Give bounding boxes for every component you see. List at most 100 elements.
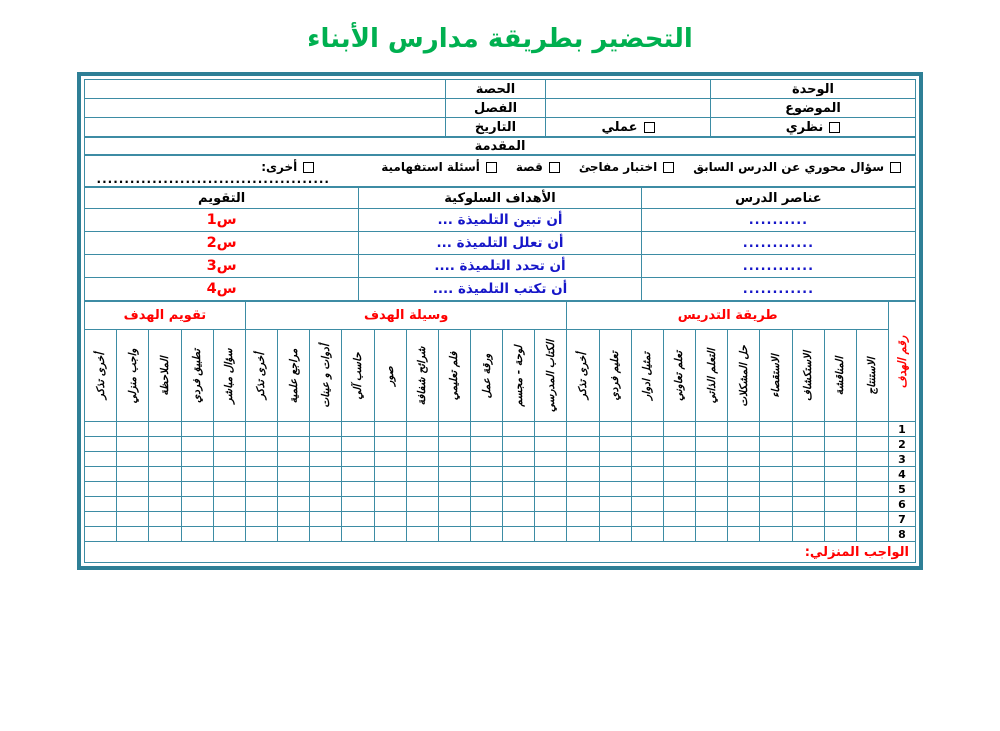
grid-cell[interactable] xyxy=(212,511,246,527)
grid-cell[interactable] xyxy=(502,481,536,497)
grid-cell[interactable] xyxy=(630,496,664,512)
grid-cell[interactable] xyxy=(695,436,729,452)
grid-cell[interactable] xyxy=(630,526,664,542)
grid-cell[interactable] xyxy=(341,496,375,512)
grid-cell[interactable] xyxy=(566,526,600,542)
grid-cell[interactable] xyxy=(855,526,890,542)
grid-cell[interactable] xyxy=(823,481,857,497)
grid-cell[interactable] xyxy=(341,421,375,437)
grid-cell[interactable] xyxy=(502,466,536,482)
grid-cell[interactable] xyxy=(309,436,343,452)
grid-cell[interactable] xyxy=(212,496,246,512)
grid-cell[interactable] xyxy=(823,496,857,512)
grid-cell[interactable] xyxy=(695,496,729,512)
grid-cell[interactable] xyxy=(534,466,568,482)
grid-cell[interactable] xyxy=(598,526,632,542)
grid-cell[interactable] xyxy=(502,526,536,542)
grid-cell[interactable] xyxy=(727,511,761,527)
grid-cell[interactable] xyxy=(437,436,471,452)
grid-cell[interactable] xyxy=(662,436,697,452)
grid-cell[interactable] xyxy=(244,421,279,437)
lesson-element[interactable]: ............ xyxy=(640,254,917,278)
grid-cell[interactable] xyxy=(437,511,471,527)
grid-cell[interactable] xyxy=(405,526,439,542)
grid-cell[interactable] xyxy=(277,526,311,542)
grid-cell[interactable] xyxy=(373,511,407,527)
grid-cell[interactable] xyxy=(180,511,214,527)
grid-cell[interactable] xyxy=(373,436,407,452)
grid-cell[interactable] xyxy=(662,511,697,527)
intro-option[interactable]: قصة xyxy=(516,160,560,174)
grid-cell[interactable] xyxy=(823,421,857,437)
grid-cell[interactable] xyxy=(566,511,600,527)
grid-cell[interactable] xyxy=(148,421,182,437)
grid-cell[interactable] xyxy=(598,421,632,437)
grid-cell[interactable] xyxy=(309,481,343,497)
grid-cell[interactable] xyxy=(309,511,343,527)
intro-option-checkbox[interactable] xyxy=(548,162,560,173)
grid-cell[interactable] xyxy=(83,496,118,512)
grid-cell[interactable] xyxy=(309,496,343,512)
grid-cell[interactable] xyxy=(277,436,311,452)
intro-option-other[interactable]: أخرى: xyxy=(261,160,315,174)
grid-cell[interactable] xyxy=(309,421,343,437)
grid-cell[interactable] xyxy=(502,421,536,437)
grid-cell[interactable] xyxy=(630,466,664,482)
grid-cell[interactable] xyxy=(244,511,279,527)
grid-cell[interactable] xyxy=(180,481,214,497)
grid-cell[interactable] xyxy=(244,526,279,542)
lesson-element[interactable]: ............ xyxy=(640,231,917,255)
grid-cell[interactable] xyxy=(212,436,246,452)
grid-cell[interactable] xyxy=(759,481,793,497)
grid-cell[interactable] xyxy=(148,511,182,527)
intro-option-checkbox[interactable] xyxy=(303,162,315,173)
grid-cell[interactable] xyxy=(212,466,246,482)
grid-cell[interactable] xyxy=(759,436,793,452)
grid-cell[interactable] xyxy=(855,466,890,482)
grid-cell[interactable] xyxy=(502,436,536,452)
grid-cell[interactable] xyxy=(727,526,761,542)
grid-cell[interactable] xyxy=(791,421,825,437)
grid-cell[interactable] xyxy=(502,511,536,527)
objective-text[interactable]: أن تحدد التلميذة .... xyxy=(358,254,642,278)
grid-cell[interactable] xyxy=(662,421,697,437)
grid-cell[interactable] xyxy=(630,451,664,467)
grid-cell[interactable] xyxy=(502,451,536,467)
grid-cell[interactable] xyxy=(695,421,729,437)
grid-cell[interactable] xyxy=(341,526,375,542)
intro-option-checkbox[interactable] xyxy=(663,162,675,173)
grid-cell[interactable] xyxy=(83,511,118,527)
grid-cell[interactable] xyxy=(405,436,439,452)
grid-cell[interactable] xyxy=(566,496,600,512)
grid-cell[interactable] xyxy=(791,481,825,497)
grid-cell[interactable] xyxy=(727,451,761,467)
grid-cell[interactable] xyxy=(180,466,214,482)
grid-cell[interactable] xyxy=(212,451,246,467)
grid-cell[interactable] xyxy=(855,496,890,512)
grid-cell[interactable] xyxy=(791,436,825,452)
grid-cell[interactable] xyxy=(244,451,279,467)
grid-cell[interactable] xyxy=(180,451,214,467)
theory-option[interactable]: نظري xyxy=(710,117,916,137)
grid-cell[interactable] xyxy=(341,481,375,497)
grid-cell[interactable] xyxy=(791,451,825,467)
grid-cell[interactable] xyxy=(437,451,471,467)
grid-cell[interactable] xyxy=(469,421,504,437)
grid-cell[interactable] xyxy=(116,496,150,512)
practical-option[interactable]: عملي xyxy=(545,117,711,137)
grid-cell[interactable] xyxy=(598,481,632,497)
unit-value-cell[interactable] xyxy=(545,79,711,99)
grid-cell[interactable] xyxy=(180,421,214,437)
grid-cell[interactable] xyxy=(277,496,311,512)
grid-cell[interactable] xyxy=(469,466,504,482)
grid-cell[interactable] xyxy=(341,466,375,482)
grid-cell[interactable] xyxy=(341,436,375,452)
grid-cell[interactable] xyxy=(277,511,311,527)
grid-cell[interactable] xyxy=(823,526,857,542)
objective-text[interactable]: أن تكتب التلميذة .... xyxy=(358,277,642,301)
grid-cell[interactable] xyxy=(566,466,600,482)
grid-cell[interactable] xyxy=(598,466,632,482)
grid-cell[interactable] xyxy=(373,451,407,467)
intro-option[interactable]: أسئلة استفهامية xyxy=(381,160,497,174)
grid-cell[interactable] xyxy=(630,511,664,527)
